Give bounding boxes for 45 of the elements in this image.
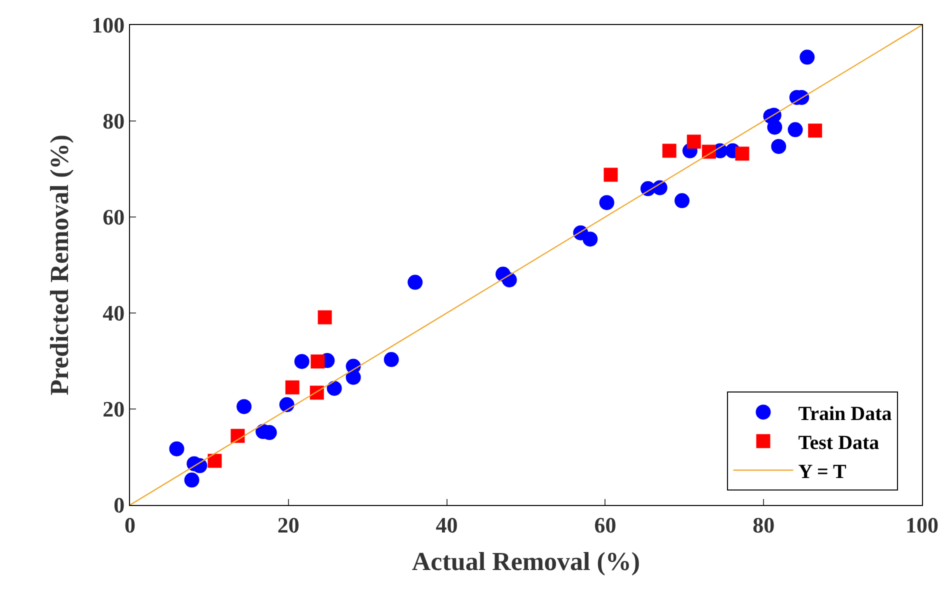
y-tick-label: 0 — [114, 492, 125, 518]
point — [169, 441, 184, 456]
point — [767, 120, 782, 135]
y-tick-label: 100 — [92, 12, 125, 38]
x-axis-title: Actual Removal (%) — [412, 547, 640, 576]
x-tick-label: 60 — [594, 512, 616, 538]
x-tick-label: 80 — [752, 512, 775, 538]
legend-label: Train Data — [798, 402, 892, 425]
point — [384, 352, 399, 368]
point — [279, 397, 294, 412]
point — [771, 138, 786, 154]
y-tick-label: 60 — [102, 204, 125, 230]
point — [236, 399, 252, 414]
point — [599, 195, 614, 210]
point — [346, 370, 361, 385]
point — [408, 274, 423, 290]
point — [788, 122, 803, 138]
point — [582, 232, 598, 247]
x-tick-label: 40 — [436, 512, 458, 538]
point — [310, 354, 325, 368]
x-tick-label: 100 — [906, 512, 938, 538]
y-tick-label: 20 — [102, 396, 125, 422]
point — [294, 354, 310, 369]
point — [735, 146, 750, 161]
point — [230, 428, 245, 443]
point — [604, 168, 618, 182]
point — [208, 454, 222, 468]
legend-label: Y = T — [798, 460, 847, 483]
x-tick-label: 20 — [277, 512, 300, 538]
point — [326, 380, 342, 396]
y-axis-title: Predicted Removal (%) — [45, 134, 74, 396]
point — [662, 144, 676, 158]
point — [184, 472, 200, 488]
point — [652, 180, 668, 196]
point — [808, 124, 822, 138]
point — [285, 380, 300, 394]
point — [674, 193, 690, 208]
point — [318, 310, 332, 324]
y-tick-label: 40 — [102, 300, 125, 326]
point — [686, 134, 701, 149]
point — [702, 144, 716, 159]
point — [800, 50, 815, 65]
legend-label: Test Data — [798, 432, 880, 454]
y-tick-label: 80 — [102, 108, 125, 134]
point — [502, 272, 517, 288]
